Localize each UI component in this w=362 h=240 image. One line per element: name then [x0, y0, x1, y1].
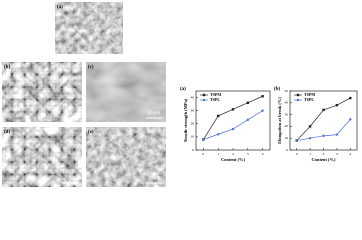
image-label: (a) [57, 5, 63, 10]
sem-image [2, 62, 82, 122]
x-tick-label: 3 [336, 152, 338, 156]
y-tick-label: 30 [285, 112, 289, 116]
y-tick-label: 10 [285, 136, 289, 140]
marker [335, 133, 339, 136]
y-tick-label: 10 [191, 135, 195, 139]
x-axis-label: Content (%) [311, 157, 336, 162]
y-tick-label: 40 [191, 95, 195, 99]
x-tick-label: 1 [309, 152, 311, 156]
marker [308, 137, 312, 140]
series-line [296, 97, 351, 141]
marker [261, 95, 264, 98]
marker [349, 118, 352, 121]
marker [335, 103, 339, 107]
marker [231, 127, 235, 131]
series-line [296, 119, 351, 141]
page: {"images": [ {"label": "(a)"}, {"label":… [2, 2, 358, 187]
legend-label: TSPM [304, 92, 315, 97]
panel-label: (a) [180, 87, 186, 92]
legend-marker [202, 93, 206, 97]
scale-label: 20 μm [64, 176, 77, 181]
marker [217, 114, 220, 118]
marker [322, 134, 325, 138]
y-axis-label: Tensile strength (MPa) [183, 98, 188, 142]
image-label: (e) [88, 130, 94, 135]
x-tick-label: 4 [262, 152, 264, 156]
x-tick-label: 2 [232, 152, 234, 156]
marker [322, 108, 325, 112]
y-tick-label: 20 [285, 124, 289, 128]
marker [261, 109, 264, 112]
figure: (a) (b) 20 μm (c) 20 μm (d) 20 μm (e) 20 μm (a) 0 1… [2, 2, 358, 187]
y-tick-label: 50 [285, 89, 289, 93]
marker [246, 118, 249, 122]
marker [231, 108, 235, 111]
x-tick-label: 4 [349, 152, 351, 156]
x-tick-label: 3 [247, 152, 249, 156]
x-tick-label: 2 [323, 152, 325, 156]
scale-label: 20 μm [148, 111, 161, 116]
marker [246, 101, 249, 104]
sem-image [2, 127, 82, 187]
image-label: (d) [4, 130, 10, 135]
legend-marker [296, 98, 300, 102]
legend-label: TSPL [210, 97, 220, 102]
image-label: (c) [88, 65, 94, 70]
marker [308, 125, 312, 128]
x-tick-label: 1 [217, 152, 219, 156]
marker [295, 139, 298, 142]
sem-image [86, 127, 166, 187]
sem-images [2, 2, 166, 187]
y-axis-label: Elongation at break (%) [277, 97, 282, 144]
marker [349, 96, 352, 100]
marker [217, 133, 220, 136]
x-tick-label: 0 [296, 152, 298, 156]
panel-label: (b) [274, 87, 280, 92]
sem-image [86, 62, 166, 122]
legend-label: TSPM [210, 92, 221, 97]
y-tick-label: 40 [285, 101, 289, 105]
y-tick-label: 20 [191, 122, 195, 126]
y-tick-label: 0 [192, 148, 194, 152]
legend-marker [296, 93, 300, 97]
y-tick-label: 0 [286, 148, 288, 152]
legend-label: TSPL [304, 97, 314, 102]
y-tick-label: 30 [191, 108, 195, 112]
scale-label: 20 μm [148, 176, 161, 181]
sem-image [55, 2, 123, 54]
marker [202, 138, 205, 141]
x-axis-label: Content (%) [221, 157, 246, 162]
scale-label: 20 μm [64, 111, 77, 116]
series-line [203, 95, 263, 140]
x-tick-label: 0 [203, 152, 205, 156]
image-label: (b) [4, 65, 10, 70]
legend-marker [202, 98, 206, 102]
